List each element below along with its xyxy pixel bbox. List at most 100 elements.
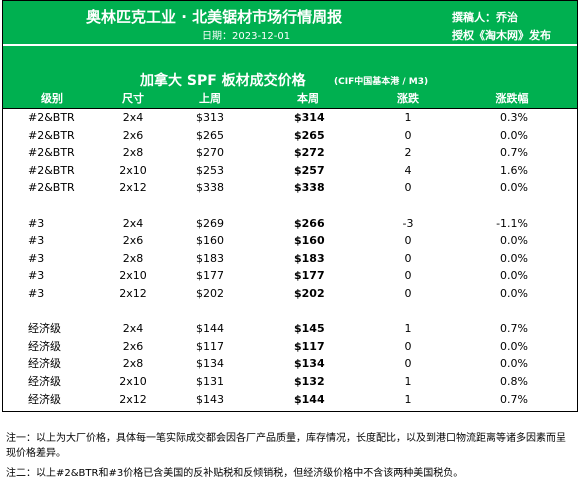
table-cell: -3 (402, 216, 414, 230)
table-cell: $253 (196, 163, 224, 177)
table-subtitle: (CIF中国基本港 / M3) (334, 77, 429, 87)
table-cell: 0.0% (500, 181, 528, 195)
table-cell: 1 (404, 392, 412, 406)
table-cell: $338 (196, 181, 224, 195)
table-cell: $177 (294, 269, 325, 283)
table-cell: -1.1% (496, 216, 528, 230)
table-cell: $145 (294, 322, 325, 336)
table-cell: #2&BTR (28, 111, 75, 124)
column-header: 级别 (41, 92, 63, 105)
table-cell: 经济级 (28, 322, 61, 336)
table-cell: 经济级 (28, 339, 61, 353)
report-date: 日期：2023-12-01 (202, 31, 291, 42)
table-cell: #3 (28, 251, 45, 265)
table-cell: $266 (294, 216, 325, 230)
table-cell: $134 (294, 357, 325, 371)
table-cell: 0 (404, 287, 412, 300)
table-cell: 1 (404, 322, 412, 336)
table-cell: 经济级 (28, 357, 61, 371)
column-header: 本周 (297, 92, 319, 105)
table-cell: $202 (196, 287, 224, 300)
table-cell: 0 (404, 181, 412, 195)
table-cell: $134 (196, 357, 224, 371)
table-cell: 0.7% (500, 146, 528, 160)
table-cell: 0.0% (500, 128, 528, 142)
table-cell: 0 (404, 234, 412, 248)
table-cell: $270 (196, 146, 224, 160)
table-cell: $183 (294, 251, 325, 265)
table-cell: 0.8% (500, 375, 528, 388)
table-cell: #2&BTR (28, 146, 75, 160)
table-cell: 0.0% (500, 251, 528, 265)
author: 撰稿人：乔治 (452, 11, 518, 24)
table-cell: 1.6% (500, 163, 528, 177)
table-cell: $144 (196, 322, 224, 336)
table-cell: 0 (404, 357, 412, 371)
table-cell: 经济级 (28, 392, 61, 406)
table-cell: #2&BTR (28, 163, 75, 177)
report-title: 奥林匹克工业 · 北美锯材市场行情周报 (86, 8, 343, 26)
note: 注二：以上#2&BTR和#3价格已含美国的反补贴税和反倾销税，但经济级价格中不含… (6, 468, 464, 479)
table-cell: $143 (196, 392, 224, 406)
table-cell: 0.0% (500, 357, 528, 371)
table-cell: 2x8 (122, 146, 144, 160)
table-cell: 0.0% (500, 339, 528, 353)
section-band (2, 46, 578, 108)
table-cell: $265 (294, 128, 325, 142)
table-cell: 2x6 (122, 339, 144, 353)
table-cell: $117 (294, 339, 325, 353)
table-cell: $160 (294, 234, 325, 248)
table-title: 加拿大 SPF 板材成交价格 (140, 73, 306, 89)
table-cell: 0.7% (500, 392, 528, 406)
table-cell: $338 (294, 181, 325, 195)
table-cell: 1 (404, 375, 412, 388)
table-cell: 2x12 (119, 181, 147, 195)
table-cell: #3 (28, 287, 45, 300)
table-cell: 经济级 (28, 375, 61, 388)
table-cell: 2x4 (122, 216, 144, 230)
column-header: 涨跌幅 (495, 92, 529, 105)
table-cell: $269 (196, 216, 224, 230)
table-cell: 0 (404, 269, 412, 283)
table-cell: 2x10 (119, 269, 147, 283)
header-rule (2, 108, 578, 109)
table-cell: 2x8 (122, 357, 144, 371)
column-header: 尺寸 (122, 92, 144, 105)
table-cell: $117 (196, 339, 224, 353)
table-cell: 1 (404, 111, 412, 124)
table-cell: 4 (404, 163, 412, 177)
table-cell: 2x6 (122, 234, 144, 248)
table-cell: $257 (294, 163, 325, 177)
table-cell: 2x10 (119, 375, 147, 388)
table-cell: $314 (294, 111, 325, 124)
table-cell: #3 (28, 234, 45, 248)
table-cell: 0.0% (500, 287, 528, 300)
table-cell: $265 (196, 128, 224, 142)
table-cell: 2x12 (119, 287, 147, 300)
table-cell: 0.7% (500, 322, 528, 336)
table-cell: $272 (294, 146, 325, 160)
table-cell: 2x10 (119, 163, 147, 177)
table-cell: 0.0% (500, 234, 528, 248)
table-cell: #2&BTR (28, 128, 75, 142)
table-cell: $177 (196, 269, 224, 283)
table-cell: 0 (404, 128, 412, 142)
table-cell: $160 (196, 234, 224, 248)
license: 授权《淘木网》发布 (452, 29, 551, 42)
table-cell: $131 (196, 375, 224, 388)
table-cell: 2 (404, 146, 412, 160)
column-header: 上周 (199, 92, 221, 105)
table-cell: 2x8 (122, 251, 144, 265)
table-cell: $202 (294, 287, 325, 300)
column-header: 涨跌 (397, 92, 419, 105)
table-cell: $183 (196, 251, 224, 265)
table-cell: 2x12 (119, 392, 147, 406)
table-cell: #2&BTR (28, 181, 75, 195)
table-cell: 0 (404, 251, 412, 265)
table-cell: #3 (28, 269, 45, 283)
table-cell: 2x4 (122, 322, 144, 336)
table-cell: 2x4 (122, 111, 144, 124)
table-cell: 0.0% (500, 269, 528, 283)
table-cell: $313 (196, 111, 224, 124)
